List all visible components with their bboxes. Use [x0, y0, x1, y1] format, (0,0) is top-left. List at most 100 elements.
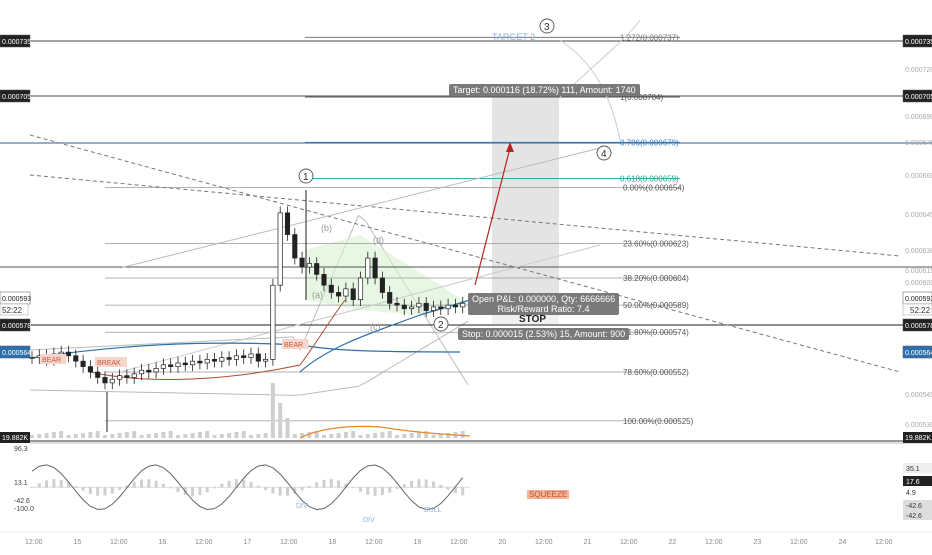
- x-tick-5: 17: [244, 539, 252, 546]
- osc-hist-17: [154, 480, 158, 488]
- volume-bar-22: [190, 433, 195, 438]
- candle-body-5: [65, 351, 72, 357]
- osc-hist-14: [132, 481, 136, 488]
- volume-bar-8: [88, 432, 93, 438]
- volume-bar-6: [73, 434, 78, 438]
- left-price-tag-4: [0, 345, 31, 359]
- osc-hist-5: [67, 482, 70, 488]
- right-price-tag-12: [902, 345, 932, 359]
- volume-bar-57: [446, 433, 451, 438]
- timer-right-box: [902, 303, 932, 316]
- osc-hist-39: [315, 482, 319, 488]
- candle-body-28: [233, 355, 239, 360]
- position-rr: Risk/Reward Ratio: 7.4: [497, 304, 590, 314]
- osc-hist-31: [256, 485, 260, 488]
- volume-bar-25: [212, 435, 217, 438]
- volume-bar-9: [95, 431, 100, 438]
- candle-body-58: [452, 304, 458, 308]
- volume-bar-27: [227, 433, 232, 438]
- channel-upper: [119, 147, 601, 269]
- candle-body-49: [387, 292, 393, 304]
- wave-circle-0: [298, 168, 314, 184]
- candle-body-27: [226, 357, 232, 360]
- candle-body-8: [87, 366, 93, 373]
- right-price-label-3: 0.000690: [905, 114, 932, 121]
- candle-body-24: [204, 359, 210, 364]
- target-arrow-head: [506, 142, 514, 152]
- candle-body-42: [336, 292, 342, 297]
- osc-hist-13: [125, 485, 129, 488]
- volume-bar-55: [431, 435, 436, 438]
- volume-bar-59: [460, 431, 465, 438]
- volume-bar-45: [358, 435, 363, 438]
- ext-label-1: 1(0.000704): [620, 93, 663, 102]
- osc-hist-44: [351, 487, 355, 488]
- candle-body-19: [168, 364, 174, 367]
- osc-right-tag-3: [903, 500, 932, 510]
- osc-hist-46: [366, 487, 370, 495]
- volume-bar-39: [314, 431, 319, 438]
- osc-left-label-1: 13.1: [14, 480, 28, 487]
- volume-bar-1: [37, 434, 42, 438]
- right-price-label-7: 0.000630: [905, 248, 932, 255]
- left-price-tag-0: [0, 34, 31, 48]
- candle-body-35: [284, 212, 291, 235]
- volume-bar-20: [176, 435, 180, 438]
- right-price-label-14: 0.000530: [905, 422, 932, 429]
- candle-body-41: [328, 284, 334, 293]
- osc-left-label-2: -42.6: [14, 498, 30, 505]
- candle-body-25: [211, 359, 218, 362]
- osc-hist-57: [446, 487, 450, 490]
- osc-hist-56: [439, 485, 443, 488]
- right-price-label-12: 0.000564: [905, 350, 932, 357]
- x-tick-13: 21: [584, 539, 592, 546]
- candle-body-15: [138, 369, 145, 375]
- left-price-label-0: 0.000735: [2, 39, 31, 46]
- candle-body-40: [321, 274, 327, 286]
- x-tick-6: 12:00: [280, 539, 298, 546]
- left-price-label-1: 0.000705: [2, 94, 31, 101]
- volume-bar-35: [285, 418, 290, 438]
- candle-body-33: [270, 284, 276, 360]
- volume-bar-13: [124, 432, 129, 438]
- osc-hist-6: [74, 486, 78, 488]
- right-price-label-8: 0.000615: [905, 268, 932, 275]
- signal-label-2: BEAR: [284, 342, 303, 349]
- right-price-label-2: 0.000705: [905, 94, 932, 101]
- left-price-label-3: 0.000578: [2, 323, 31, 330]
- right-price-tag-11: [902, 318, 932, 332]
- right-price-label-10: 0.000593: [905, 296, 932, 303]
- trendline-2: [29, 174, 901, 257]
- volume-bar-11: [110, 434, 115, 438]
- x-tick-16: 12:00: [705, 539, 723, 546]
- candle-body-39: [314, 263, 320, 275]
- fib-label-0: 0.00%(0.000654): [623, 184, 685, 193]
- osc-hist-23: [198, 487, 202, 495]
- osc-right-tag-0: [903, 463, 932, 473]
- osc-right-label-2: 4.9: [906, 490, 916, 497]
- volume-bar-32: [263, 433, 268, 438]
- candle-body-34: [277, 212, 283, 286]
- left-price-tag-3: [0, 318, 31, 332]
- candle-body-53: [416, 302, 422, 308]
- volume-bar-30: [249, 435, 253, 438]
- candle-body-48: [379, 277, 385, 293]
- candle-body-57: [445, 304, 451, 310]
- osc-hist-3: [52, 479, 56, 488]
- candle-body-20: [175, 362, 181, 367]
- target-arrow-line: [474, 147, 511, 286]
- band-lower: [29, 320, 469, 396]
- osc-left-tag-0: [0, 443, 30, 453]
- candle-body-0: [29, 357, 35, 359]
- volume-bar-15: [139, 435, 144, 438]
- candle-body-18: [160, 364, 166, 369]
- osc-hist-58: [453, 487, 457, 494]
- osc-hist-52: [410, 481, 414, 488]
- left-price-label-2: 0.000593: [2, 296, 31, 303]
- volume-bar-43: [343, 432, 348, 438]
- left-price-tag-1: [0, 89, 31, 103]
- x-tick-20: 12:00: [875, 539, 893, 546]
- candle-body-32: [263, 359, 269, 362]
